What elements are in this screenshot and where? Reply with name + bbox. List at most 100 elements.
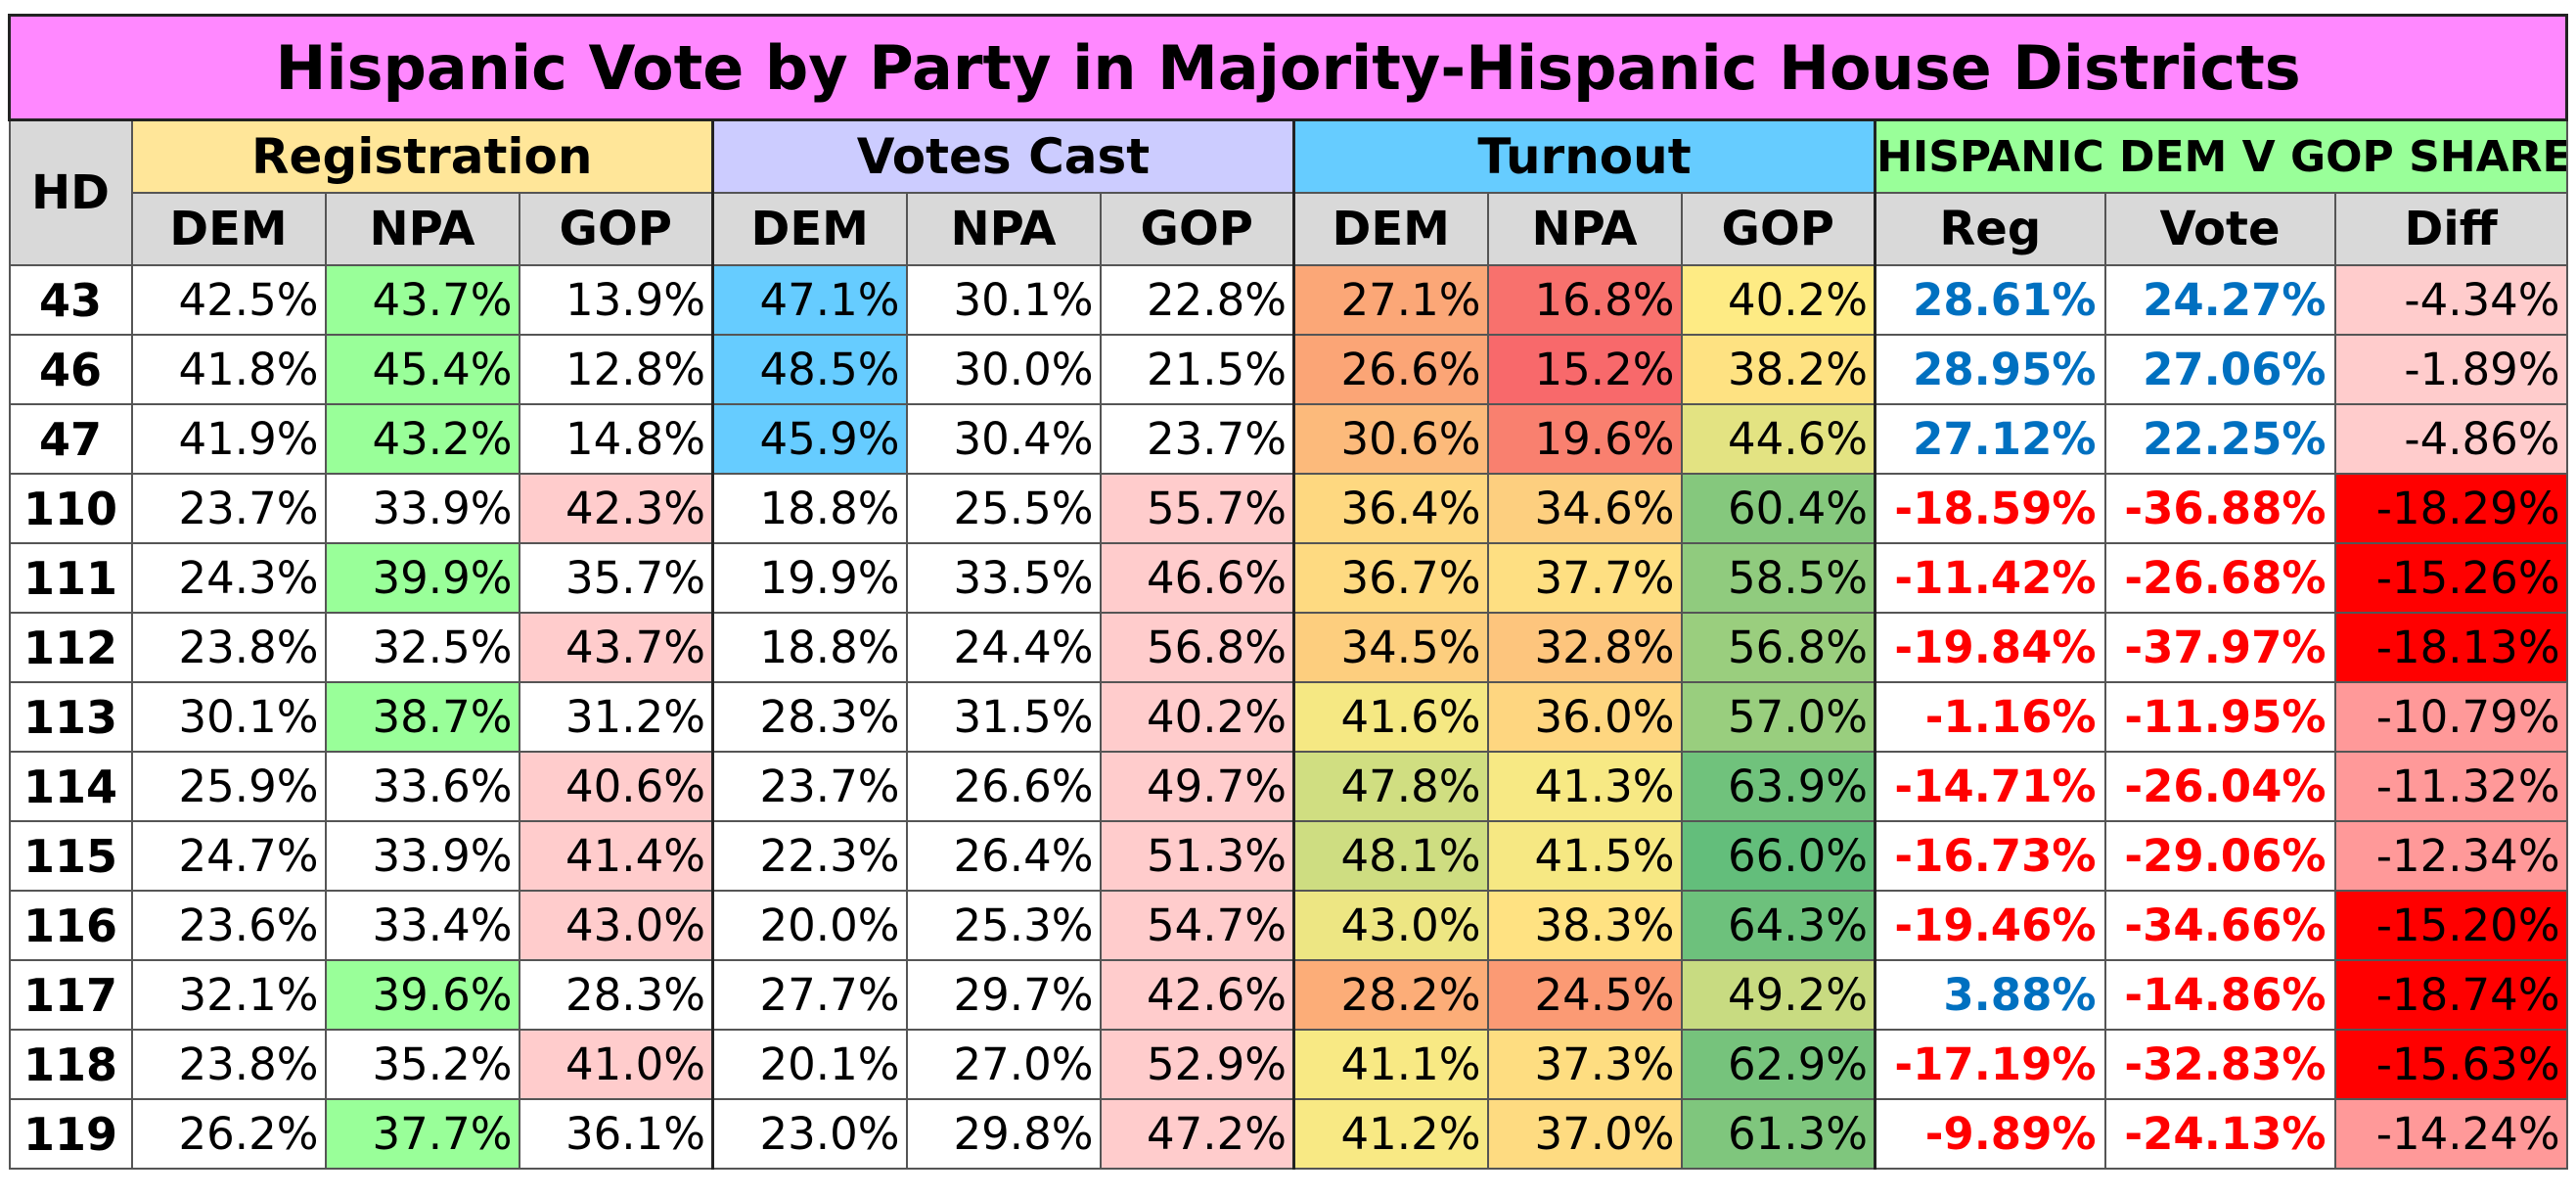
registration-cell: 33.4%	[324, 890, 520, 961]
votes-cast-cell: 33.5%	[905, 542, 1102, 614]
col-header: DEM	[1292, 192, 1489, 266]
share-cell: -26.68%	[2103, 542, 2336, 614]
votes-cast-cell: 56.8%	[1099, 612, 1295, 683]
table-body: 43 42.5% 43.7% 13.9% 47.1% 30.1% 22.8% 27.1% 16.…	[8, 264, 2568, 1170]
turnout-cell: 36.0%	[1486, 681, 1683, 753]
district-cell: 118	[8, 1029, 133, 1100]
share-cell: -17.19%	[1874, 1029, 2106, 1100]
turnout-cell: 41.5%	[1486, 820, 1683, 892]
registration-cell: 43.0%	[518, 890, 714, 961]
registration-cell: 33.9%	[324, 820, 520, 892]
diff-cell: -12.34%	[2333, 820, 2568, 892]
turnout-cell: 47.8%	[1292, 751, 1489, 822]
district-cell: 112	[8, 612, 133, 683]
turnout-cell: 38.2%	[1680, 334, 1876, 405]
share-cell: 28.95%	[1874, 334, 2106, 405]
votes-cast-cell: 27.0%	[905, 1029, 1102, 1100]
votes-cast-cell: 22.8%	[1099, 264, 1295, 336]
turnout-cell: 19.6%	[1486, 403, 1683, 475]
share-cell: -29.06%	[2103, 820, 2336, 892]
registration-cell: 23.8%	[130, 1029, 327, 1100]
table-row: 46 41.8% 45.4% 12.8% 48.5% 30.0% 21.5% 26.6% 15.…	[8, 334, 2568, 405]
group-header-votes-cast: Votes Cast	[711, 118, 1295, 194]
turnout-cell: 49.2%	[1680, 959, 1876, 1031]
table-row: 116 23.6% 33.4% 43.0% 20.0% 25.3% 54.7% 43.0% 38…	[8, 890, 2568, 961]
share-cell: -11.42%	[1874, 542, 2106, 614]
district-cell: 113	[8, 681, 133, 753]
votes-cast-cell: 23.7%	[1099, 403, 1295, 475]
votes-cast-cell: 20.0%	[711, 890, 908, 961]
table-row: 114 25.9% 33.6% 40.6% 23.7% 26.6% 49.7% 47.8% 41…	[8, 751, 2568, 822]
hd-header: HD	[8, 118, 133, 266]
votes-cast-cell: 42.6%	[1099, 959, 1295, 1031]
votes-cast-cell: 40.2%	[1099, 681, 1295, 753]
registration-cell: 30.1%	[130, 681, 327, 753]
share-cell: 27.12%	[1874, 403, 2106, 475]
votes-cast-cell: 25.3%	[905, 890, 1102, 961]
registration-cell: 31.2%	[518, 681, 714, 753]
share-cell: -19.46%	[1874, 890, 2106, 961]
registration-cell: 32.1%	[130, 959, 327, 1031]
district-cell: 115	[8, 820, 133, 892]
registration-cell: 41.8%	[130, 334, 327, 405]
share-cell: -32.83%	[2103, 1029, 2336, 1100]
district-cell: 47	[8, 403, 133, 475]
turnout-cell: 64.3%	[1680, 890, 1876, 961]
turnout-cell: 57.0%	[1680, 681, 1876, 753]
col-header: Diff	[2333, 192, 2568, 266]
col-header: GOP	[1099, 192, 1295, 266]
turnout-cell: 66.0%	[1680, 820, 1876, 892]
votes-cast-cell: 23.7%	[711, 751, 908, 822]
diff-cell: -18.13%	[2333, 612, 2568, 683]
registration-cell: 24.3%	[130, 542, 327, 614]
registration-cell: 41.0%	[518, 1029, 714, 1100]
diff-cell: -18.74%	[2333, 959, 2568, 1031]
votes-cast-cell: 46.6%	[1099, 542, 1295, 614]
turnout-cell: 37.7%	[1486, 542, 1683, 614]
registration-cell: 14.8%	[518, 403, 714, 475]
votes-cast-cell: 24.4%	[905, 612, 1102, 683]
votes-cast-cell: 48.5%	[711, 334, 908, 405]
registration-cell: 43.2%	[324, 403, 520, 475]
turnout-cell: 34.6%	[1486, 473, 1683, 544]
registration-cell: 38.7%	[324, 681, 520, 753]
col-header: Reg	[1874, 192, 2106, 266]
table-title: Hispanic Vote by Party in Majority-Hispa…	[7, 14, 2569, 121]
share-cell: 3.88%	[1874, 959, 2106, 1031]
district-cell: 117	[8, 959, 133, 1031]
turnout-cell: 24.5%	[1486, 959, 1683, 1031]
group-header-turnout: Turnout	[1292, 118, 1876, 194]
district-cell: 116	[8, 890, 133, 961]
share-cell: -11.95%	[2103, 681, 2336, 753]
turnout-cell: 28.2%	[1292, 959, 1489, 1031]
share-cell: -36.88%	[2103, 473, 2336, 544]
turnout-cell: 43.0%	[1292, 890, 1489, 961]
votes-cast-cell: 28.3%	[711, 681, 908, 753]
registration-cell: 41.4%	[518, 820, 714, 892]
share-cell: -34.66%	[2103, 890, 2336, 961]
col-header: DEM	[130, 192, 327, 266]
share-cell: -16.73%	[1874, 820, 2106, 892]
turnout-cell: 60.4%	[1680, 473, 1876, 544]
table-row: 115 24.7% 33.9% 41.4% 22.3% 26.4% 51.3% 48.1% 41…	[8, 820, 2568, 892]
registration-cell: 43.7%	[518, 612, 714, 683]
table-row: 112 23.8% 32.5% 43.7% 18.8% 24.4% 56.8% 34.5% 32…	[8, 612, 2568, 683]
table-row: 117 32.1% 39.6% 28.3% 27.7% 29.7% 42.6% 28.2% 24…	[8, 959, 2568, 1031]
turnout-cell: 61.3%	[1680, 1098, 1876, 1170]
data-table: Hispanic Vote by Party in Majority-Hispa…	[7, 14, 2569, 1170]
registration-cell: 33.6%	[324, 751, 520, 822]
registration-cell: 40.6%	[518, 751, 714, 822]
share-cell: 27.06%	[2103, 334, 2336, 405]
turnout-cell: 41.1%	[1292, 1029, 1489, 1100]
turnout-cell: 30.6%	[1292, 403, 1489, 475]
col-header: NPA	[905, 192, 1102, 266]
registration-cell: 42.5%	[130, 264, 327, 336]
district-cell: 119	[8, 1098, 133, 1170]
col-header: Vote	[2103, 192, 2336, 266]
turnout-cell: 63.9%	[1680, 751, 1876, 822]
turnout-cell: 41.2%	[1292, 1098, 1489, 1170]
turnout-cell: 36.4%	[1292, 473, 1489, 544]
col-header: GOP	[1680, 192, 1876, 266]
share-cell: -1.16%	[1874, 681, 2106, 753]
turnout-cell: 62.9%	[1680, 1029, 1876, 1100]
